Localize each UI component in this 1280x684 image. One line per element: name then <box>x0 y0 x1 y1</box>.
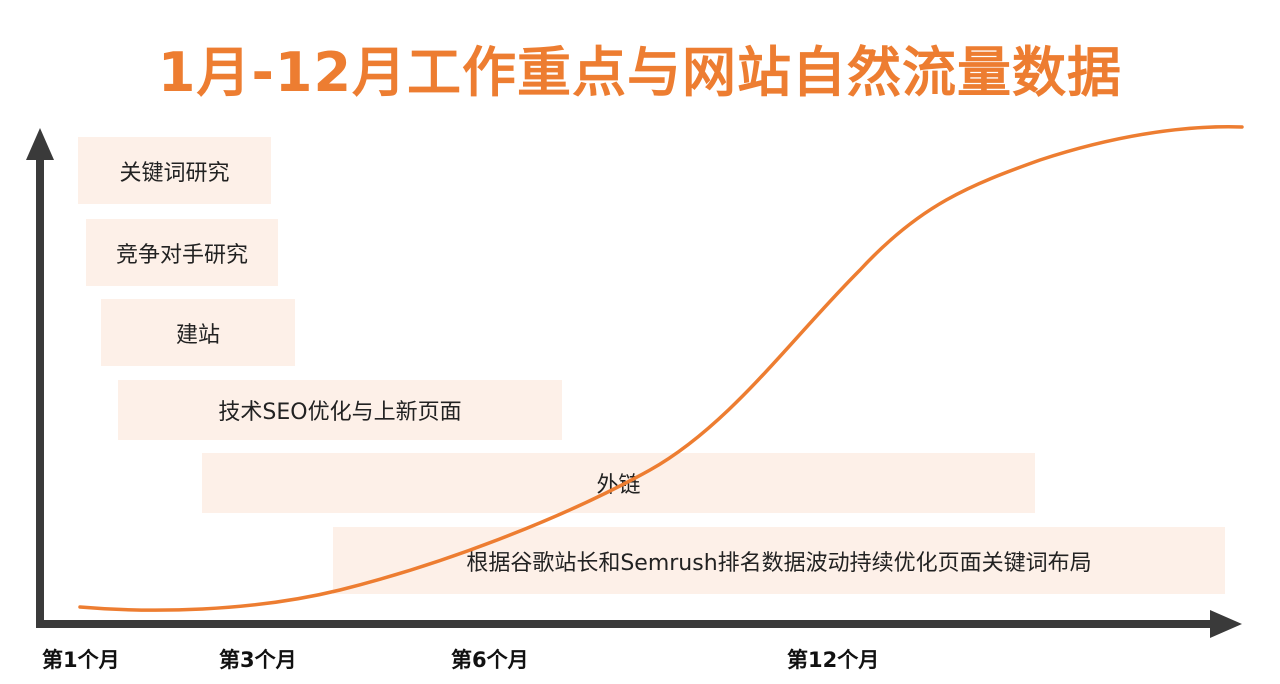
task-label: 建站 <box>175 322 220 348</box>
task-label: 外链 <box>596 473 641 498</box>
task-keyword-research: 关键词研究 <box>78 137 271 204</box>
x-tick-month-12: 第12个月 <box>787 648 880 672</box>
task-backlinks: 外链 <box>202 453 1035 513</box>
page-title: 1月-12月工作重点与网站自然流量数据 <box>157 41 1123 104</box>
x-tick-month-6: 第6个月 <box>451 648 529 672</box>
task-technical-seo: 技术SEO优化与上新页面 <box>118 380 562 440</box>
task-label: 技术SEO优化与上新页面 <box>218 400 462 425</box>
x-axis-arrow <box>1210 610 1242 638</box>
y-axis-arrow <box>26 128 54 160</box>
task-continuous-optimization: 根据谷歌站长和Semrush排名数据波动持续优化页面关键词布局 <box>333 527 1225 594</box>
task-label: 竞争对手研究 <box>115 242 248 268</box>
task-competitor-research: 竞争对手研究 <box>86 219 278 286</box>
task-build-site: 建站 <box>101 299 295 366</box>
x-tick-month-3: 第3个月 <box>219 648 297 672</box>
task-label: 根据谷歌站长和Semrush排名数据波动持续优化页面关键词布局 <box>466 550 1092 576</box>
task-label: 关键词研究 <box>119 160 230 186</box>
x-tick-month-1: 第1个月 <box>42 648 120 672</box>
